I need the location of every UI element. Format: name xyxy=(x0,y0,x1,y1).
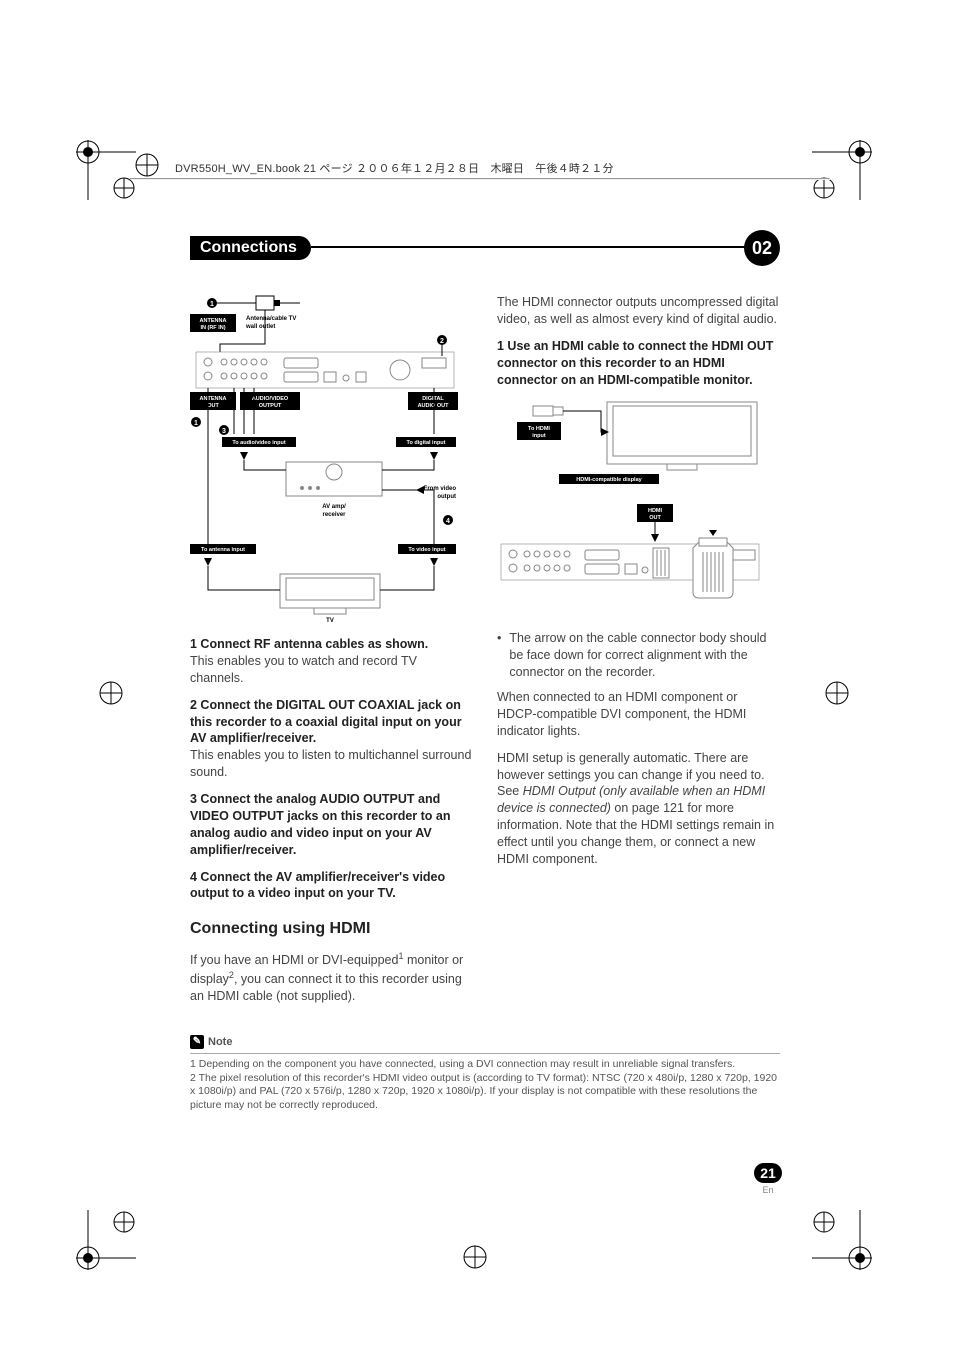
svg-text:OUTPUT: OUTPUT xyxy=(259,403,282,409)
right-column: The HDMI connector outputs uncompressed … xyxy=(497,294,780,1015)
note-icon: ✎ xyxy=(190,1035,204,1049)
note-heading: ✎ Note xyxy=(190,1035,232,1049)
svg-text:To digital input: To digital input xyxy=(407,440,446,446)
svg-text:2: 2 xyxy=(440,338,444,345)
svg-text:IN (RF IN): IN (RF IN) xyxy=(200,325,225,331)
svg-text:1: 1 xyxy=(194,420,198,427)
hdmi-p1a: If you have an HDMI or DVI-equipped xyxy=(190,953,398,967)
svg-text:DIGITAL: DIGITAL xyxy=(422,396,444,402)
svg-text:TV: TV xyxy=(326,618,334,624)
footnotes: ✎ Note 1 Depending on the component you … xyxy=(190,1035,780,1113)
note-label: Note xyxy=(208,1035,232,1049)
svg-text:To video input: To video input xyxy=(408,547,445,553)
step1: 1 Connect RF antenna cables as shown. Thi… xyxy=(190,636,473,687)
reg-mark-tl xyxy=(76,140,136,200)
bullet-text: The arrow on the cable connector body sh… xyxy=(509,630,780,681)
reg-mark-mr xyxy=(824,680,850,706)
bullet-dot-icon: • xyxy=(497,630,501,681)
reg-mark-tr xyxy=(812,140,872,200)
chapter-number: 02 xyxy=(744,230,780,266)
svg-text:AV amp/: AV amp/ xyxy=(322,504,346,510)
svg-text:4: 4 xyxy=(446,518,450,525)
svg-text:From video: From video xyxy=(424,486,457,492)
svg-text:OUT: OUT xyxy=(649,515,661,521)
footnote-2: 2 The pixel resolution of this recorder'… xyxy=(190,1072,780,1113)
book-header-rule xyxy=(130,178,830,180)
svg-text:input: input xyxy=(532,433,546,439)
svg-text:receiver: receiver xyxy=(322,512,346,518)
reg-mark-bl xyxy=(76,1210,136,1270)
svg-text:HDMI: HDMI xyxy=(648,508,663,514)
svg-text:To antenna input: To antenna input xyxy=(201,547,245,553)
page-lang: En xyxy=(754,1185,782,1195)
reg-mark-bc xyxy=(462,1244,488,1270)
svg-text:3: 3 xyxy=(222,428,226,435)
hdmi-intro: If you have an HDMI or DVI-equipped1 mon… xyxy=(190,950,473,1005)
chapter-title: Connections xyxy=(190,236,311,260)
svg-text:ANTENNA: ANTENNA xyxy=(200,318,227,324)
svg-text:output: output xyxy=(437,494,456,500)
page-content: Connections 02 1 ANTENNA IN (RF IN) xyxy=(190,230,780,1113)
right-p2: HDMI setup is generally automatic. There… xyxy=(497,750,780,868)
svg-text:Antenna/cable TV: Antenna/cable TV xyxy=(246,316,296,322)
step4-bold: 4 Connect the AV amplifier/receiver's vi… xyxy=(190,869,473,903)
step3-bold: 3 Connect the analog AUDIO OUTPUT and VI… xyxy=(190,791,473,859)
svg-text:AUDIO/VIDEO: AUDIO/VIDEO xyxy=(252,396,289,402)
page-number-box: 21 En xyxy=(754,1163,782,1195)
reg-mark-br xyxy=(812,1210,872,1270)
right-p1: When connected to an HDMI component or H… xyxy=(497,689,780,740)
svg-text:1: 1 xyxy=(210,301,214,308)
hdmi-diagram: To HDMI input HDMI-compatible display HD… xyxy=(497,398,780,618)
right-step1-bold: 1 Use an HDMI cable to connect the HDMI … xyxy=(497,338,780,389)
right-intro: The HDMI connector outputs uncompressed … xyxy=(497,294,780,328)
reg-mark-tl2 xyxy=(134,152,160,178)
footnote-1: 1 Depending on the component you have co… xyxy=(190,1058,780,1072)
book-header-line: DVR550H_WV_EN.book 21 ページ ２００６年１２月２８日 木曜… xyxy=(175,160,614,176)
step2: 2 Connect the DIGITAL OUT COAXIAL jack o… xyxy=(190,697,473,781)
page-number: 21 xyxy=(754,1163,782,1183)
step1-body: This enables you to watch and record TV … xyxy=(190,654,417,685)
svg-text:wall outlet: wall outlet xyxy=(245,324,275,330)
svg-text:To HDMI: To HDMI xyxy=(528,426,550,432)
svg-text:OUT: OUT xyxy=(207,403,219,409)
note-rule xyxy=(190,1053,780,1054)
svg-text:To audio/video input: To audio/video input xyxy=(232,440,286,446)
hdmi-heading: Connecting using HDMI xyxy=(190,918,473,940)
svg-text:HDMI-compatible display: HDMI-compatible display xyxy=(576,477,642,483)
bullet-arrow-align: • The arrow on the cable connector body … xyxy=(497,630,780,681)
two-column-layout: 1 ANTENNA IN (RF IN) Antenna/cable TV wa… xyxy=(190,294,780,1015)
svg-text:ANTENNA: ANTENNA xyxy=(200,396,227,402)
left-column: 1 ANTENNA IN (RF IN) Antenna/cable TV wa… xyxy=(190,294,473,1015)
svg-text:AUDIO OUT: AUDIO OUT xyxy=(418,403,450,409)
step2-body: This enables you to listen to multichann… xyxy=(190,748,471,779)
footnote-ref-1: 1 xyxy=(398,951,403,961)
connection-diagram-1: 1 ANTENNA IN (RF IN) Antenna/cable TV wa… xyxy=(190,294,473,624)
reg-mark-ml xyxy=(98,680,124,706)
chapter-header: Connections 02 xyxy=(190,230,780,266)
step2-bold: 2 Connect the DIGITAL OUT COAXIAL jack o… xyxy=(190,698,462,746)
chapter-rule xyxy=(311,236,746,248)
step1-bold: 1 Connect RF antenna cables as shown. xyxy=(190,637,428,651)
